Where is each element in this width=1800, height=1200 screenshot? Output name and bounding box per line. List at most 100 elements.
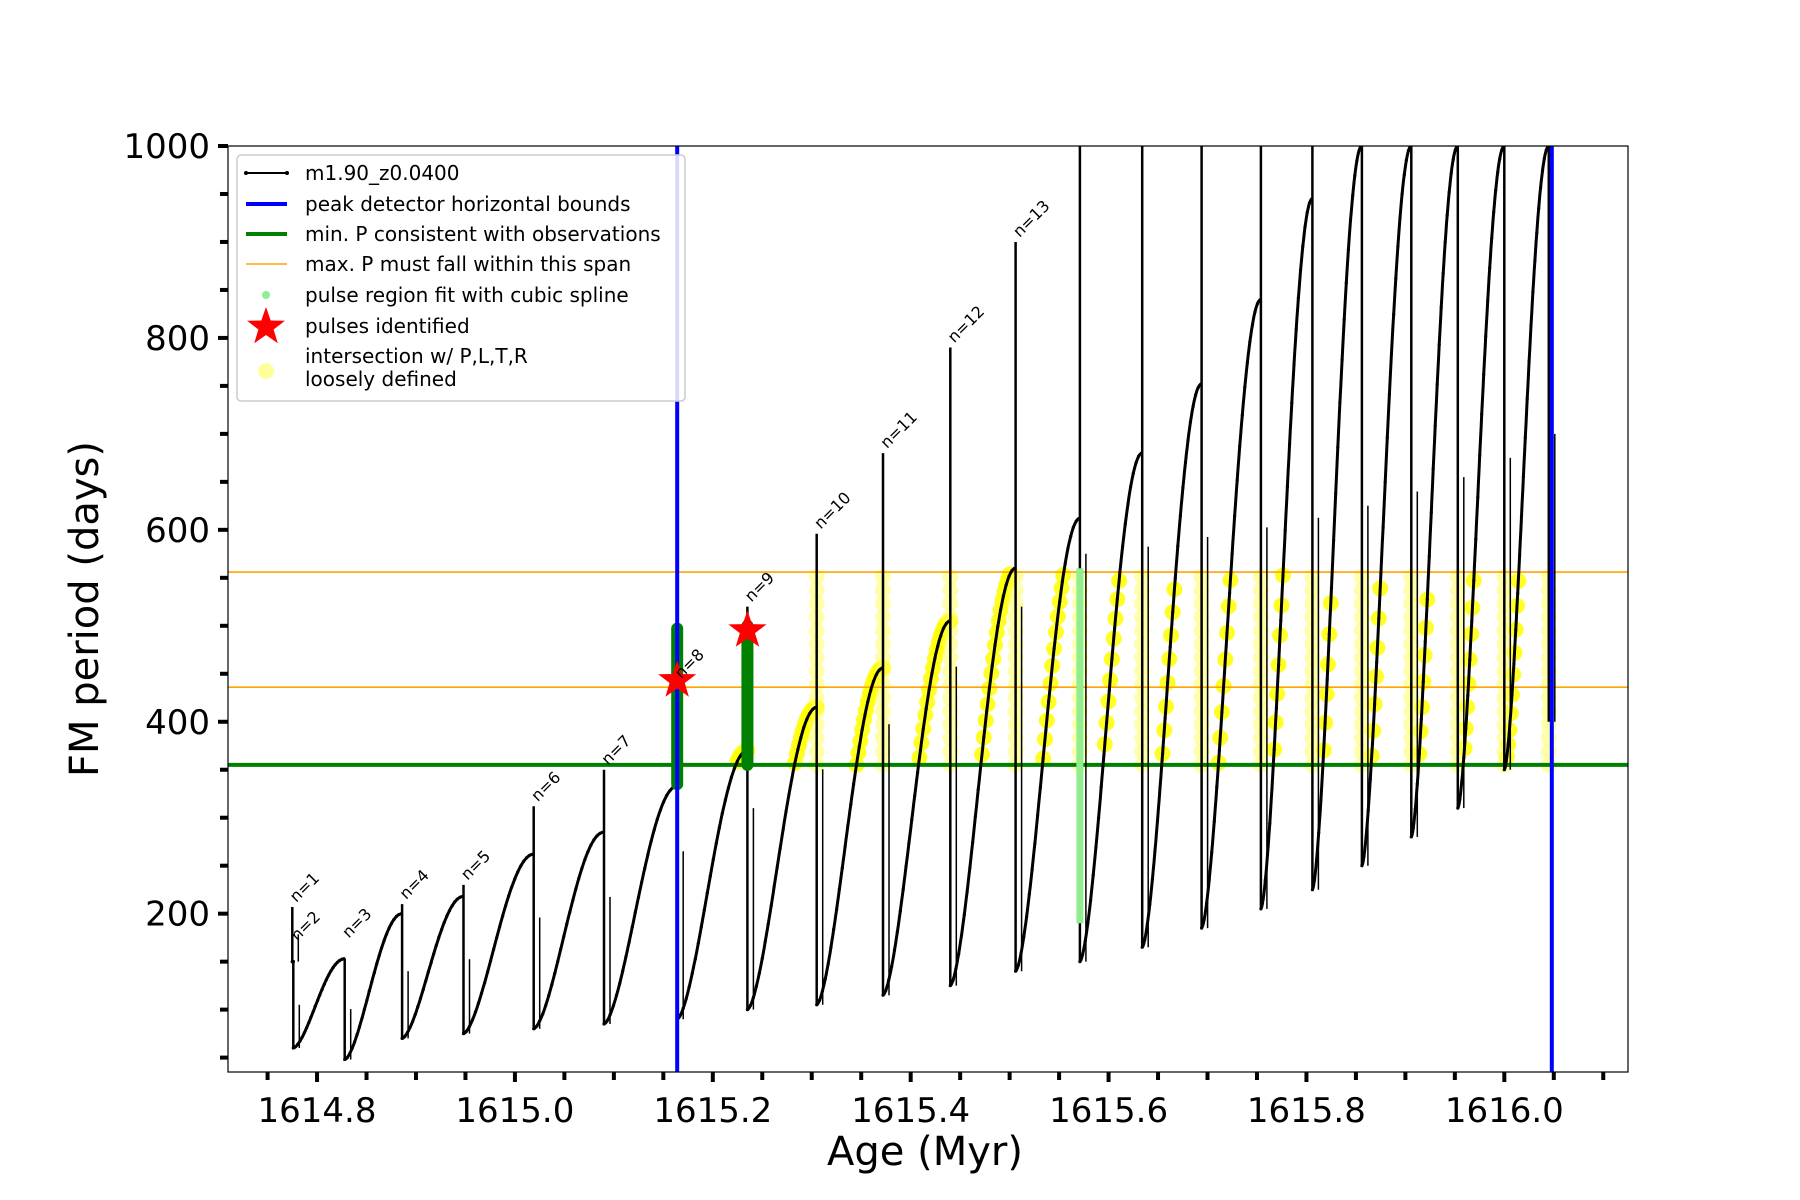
x-tick-label: 1615.2 (653, 1091, 772, 1131)
period-curve-point (1373, 702, 1377, 706)
x-tick-label: 1615.0 (455, 1091, 574, 1131)
period-curve-point (1398, 216, 1402, 220)
period-curve-point (1533, 259, 1537, 263)
period-curve-point (1417, 752, 1421, 756)
period-curve-point (1253, 310, 1257, 314)
period-curve-point (1243, 385, 1247, 389)
period-curve-point (965, 890, 969, 894)
period-curve-point (426, 970, 430, 974)
period-curve-point (1007, 574, 1011, 579)
period-curve-point (1277, 663, 1281, 667)
period-curve-point (1542, 156, 1546, 160)
period-curve-point (1217, 748, 1221, 753)
period-curve-point (541, 1012, 545, 1016)
period-curve-point (1351, 194, 1355, 198)
period-curve-point (766, 922, 770, 926)
period-curve-point (1510, 693, 1514, 697)
period-curve-point (1038, 785, 1042, 789)
period-curve-point (811, 707, 815, 711)
period-curve-point (805, 717, 809, 722)
period-curve-point (1334, 491, 1338, 496)
period-curve-point (1338, 401, 1342, 405)
pulse-label: n=5 (457, 846, 494, 883)
period-curve-point (1362, 854, 1366, 858)
period-curve-point (849, 802, 853, 807)
period-curve-point (916, 771, 920, 775)
y-tick-label: 400 (145, 703, 210, 743)
period-curve-point (1544, 148, 1548, 152)
period-curve-point (1025, 915, 1029, 919)
period-curve-point (476, 1001, 481, 1005)
period-curve-point (1281, 573, 1285, 578)
period-curve-cycle (676, 749, 748, 1021)
period-curve-point (1168, 645, 1172, 649)
period-curve-point (1301, 244, 1305, 248)
period-curve-point (1342, 318, 1346, 322)
period-curve-point (769, 904, 773, 908)
period-curve-point (1482, 372, 1486, 376)
period-curve-point (643, 866, 647, 870)
period-curve-point (846, 823, 850, 828)
period-curve-point (1270, 786, 1274, 790)
period-curve-point (1470, 619, 1474, 623)
period-curve-point (1194, 393, 1198, 397)
period-curve-point (1329, 586, 1334, 590)
period-curve-point (577, 876, 581, 880)
period-curve-point (1178, 514, 1182, 518)
x-tick-label: 1615.8 (1247, 1091, 1366, 1131)
period-curve-point (1387, 392, 1391, 396)
period-curve-point (453, 900, 457, 904)
period-curve-point (1022, 935, 1026, 939)
horizontal-bounds (228, 571, 1628, 767)
period-curve-point (413, 1012, 417, 1016)
period-curve-point (525, 856, 529, 860)
period-curve-point (1443, 240, 1447, 244)
period-curve-point (852, 782, 856, 786)
period-curve-point (987, 686, 992, 690)
period-curve-point (1171, 610, 1175, 614)
legend-box (236, 154, 686, 402)
period-curve-point (355, 1033, 359, 1037)
period-curve-point (790, 776, 794, 780)
period-curve-point (479, 991, 484, 995)
period-curve-point (1080, 953, 1085, 957)
period-curve-point (1419, 717, 1423, 722)
period-curve-point (1425, 597, 1429, 602)
period-curve-point (1447, 190, 1451, 194)
period-curve-cycle (746, 705, 817, 1011)
period-curve-point (519, 864, 523, 868)
legend-label: min. P consistent with observations (305, 222, 661, 246)
period-curve-point (678, 1014, 682, 1018)
period-curve-point (944, 621, 949, 626)
period-curve-point (696, 941, 700, 945)
period-curve-point (874, 673, 879, 677)
period-curve-point (535, 1024, 539, 1028)
period-curve-point (1466, 694, 1470, 698)
x-tick-label: 1616.0 (1445, 1091, 1564, 1131)
period-curve-point (708, 874, 712, 878)
period-curve-point (1292, 363, 1296, 367)
period-curve-point (668, 789, 672, 793)
period-curve-point (1016, 963, 1020, 967)
period-curve-point (331, 966, 335, 970)
period-curve-point (1137, 454, 1141, 458)
period-curve-point (403, 1034, 407, 1039)
period-curve-point (1049, 673, 1053, 677)
period-curve-point (1148, 902, 1152, 906)
period-curve-point (1163, 716, 1167, 721)
period-curve-point (1383, 480, 1387, 484)
period-curve-point (835, 908, 839, 912)
period-curve-point (362, 1007, 366, 1012)
period-curve-point (556, 959, 560, 963)
period-curve-point (729, 775, 734, 780)
period-curve-point (957, 952, 961, 956)
period-curve-point (1506, 743, 1510, 747)
period-curve-point (1268, 821, 1272, 826)
period-curve-point (690, 972, 694, 976)
period-curve-point (941, 626, 946, 630)
legend-dot-handle (262, 291, 270, 299)
period-curve-point (1353, 174, 1357, 178)
legend-star-handle (247, 307, 285, 344)
period-curve-point (1173, 576, 1177, 580)
period-curve-cycle (1140, 382, 1202, 949)
